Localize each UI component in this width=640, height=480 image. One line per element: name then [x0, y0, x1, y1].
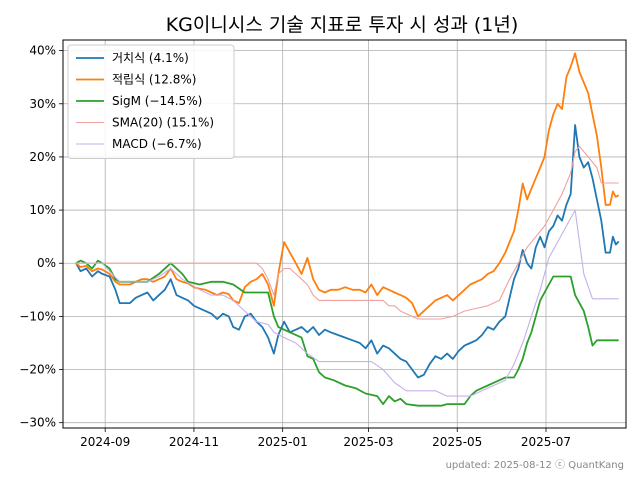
series-lines [75, 52, 620, 407]
series-line-4 [76, 209, 619, 397]
legend-label-4: MACD (−6.7%) [112, 137, 202, 151]
y-tick-label: 30% [29, 97, 56, 111]
x-tick-label: 2025-01 [258, 435, 308, 449]
plot-frame [62, 39, 627, 429]
legend-label-2: SigM (−14.5%) [112, 94, 202, 108]
x-tick-label: 2025-07 [521, 435, 571, 449]
y-tick-label: −20% [19, 363, 56, 377]
series-line-2 [75, 259, 619, 407]
grid-lines [63, 40, 626, 428]
legend: 거치식 (4.1%) 적립식 (12.8%) SigM (−14.5%) SMA(20… [67, 44, 235, 159]
y-tick-label: −30% [19, 416, 56, 430]
chart-title: KG이니시스 기술 지표로 투자 시 성과 (1년) [166, 14, 519, 36]
y-tick-label: 20% [29, 150, 56, 164]
x-tick-label: 2024-09 [80, 435, 130, 449]
legend-box [67, 44, 235, 159]
x-tick-label: 2025-05 [432, 435, 482, 449]
y-tick-label: 10% [29, 203, 56, 217]
legend-label-0: 거치식 (4.1%) [112, 51, 189, 65]
series-line-3 [76, 145, 619, 320]
x-tick-label: 2024-11 [169, 435, 219, 449]
footer-credit: updated: 2025-08-12 ⓒ QuantKang [446, 459, 624, 471]
legend-label-3: SMA(20) (15.1%) [112, 116, 214, 130]
y-tick-label: 0% [37, 256, 56, 270]
series-line-0 [75, 124, 620, 379]
series-line-1 [75, 52, 620, 318]
legend-label-1: 적립식 (12.8%) [112, 73, 196, 87]
axis-ticks: 40% 30% 20% 10% 0% −10% −20% −30% 2024-09 2024-11… [19, 44, 571, 449]
x-tick-label: 2025-03 [343, 435, 393, 449]
y-tick-label: 40% [29, 44, 56, 58]
y-tick-label: −10% [19, 309, 56, 323]
